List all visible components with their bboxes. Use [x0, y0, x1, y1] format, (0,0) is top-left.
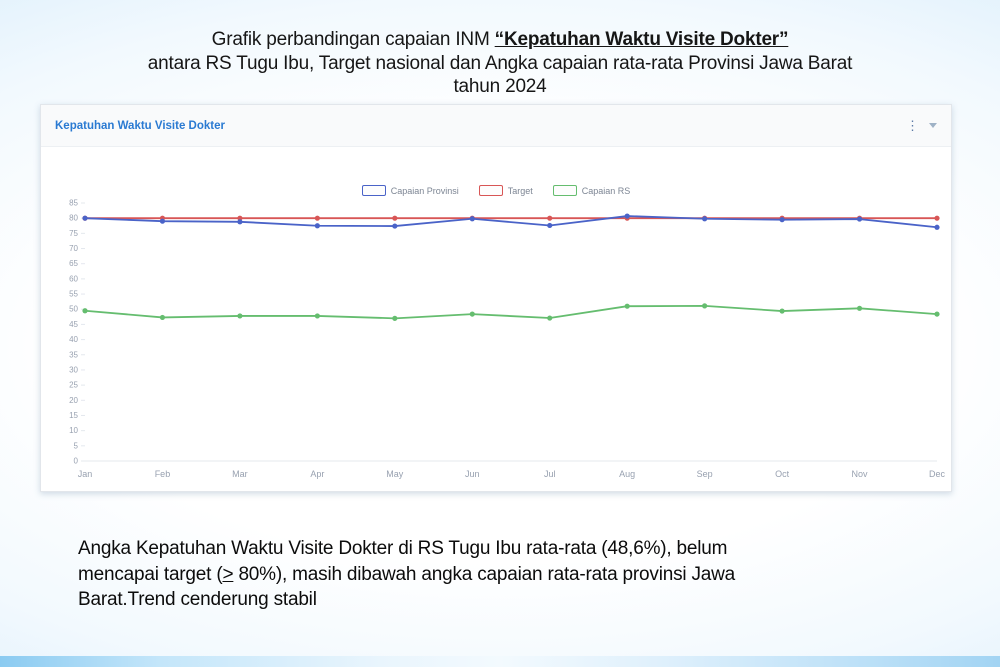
series-point: [82, 308, 88, 314]
note-line2: mencapai target (> 80%), masih dibawah a…: [78, 563, 736, 585]
slide-title-emphasis: “Kepatuhan Waktu Visite Dokter”: [494, 29, 789, 50]
y-axis-label: 20: [69, 396, 78, 405]
y-axis-label: 45: [69, 320, 78, 329]
chart-card-title: Kepatuhan Waktu Visite Dokter: [55, 119, 225, 132]
x-axis-label: Nov: [852, 469, 869, 479]
legend-label: Capaian Provinsi: [390, 185, 459, 196]
legend-item-capaian-rs[interactable]: Capaian RS: [552, 185, 631, 196]
chart-card-header: Kepatuhan Waktu Visite Dokter ⋮: [41, 105, 951, 147]
y-axis-label: 35: [69, 350, 78, 359]
series-point: [934, 311, 940, 317]
y-axis-label: 50: [69, 305, 78, 314]
series-point: [314, 313, 320, 319]
y-axis-label: 5: [74, 441, 79, 450]
x-axis-label: Apr: [310, 469, 324, 479]
series-point: [624, 303, 630, 309]
y-axis-label: 60: [69, 274, 78, 283]
chart-legend: Capaian Provinsi Target Capaian RS: [41, 185, 951, 196]
series-point: [314, 223, 320, 229]
series-point: [82, 215, 88, 221]
y-axis-label: 65: [69, 259, 78, 268]
x-axis-label: Mar: [232, 469, 248, 479]
series-point: [469, 311, 475, 317]
series-point: [237, 313, 243, 319]
x-axis-label: Aug: [619, 469, 635, 479]
y-axis-label: 55: [69, 290, 78, 299]
slide-title-line3: tahun 2024: [453, 76, 547, 97]
legend-item-capaian-provinsi[interactable]: Capaian Provinsi: [361, 185, 459, 196]
y-axis-label: 75: [69, 229, 78, 238]
series-point: [856, 305, 863, 311]
y-axis-label: 70: [69, 244, 78, 253]
y-axis-label: 15: [69, 411, 78, 420]
series-point: [779, 217, 785, 223]
series-point: [469, 216, 475, 222]
chart-card-header-icons: ⋮: [906, 119, 937, 132]
x-axis-label: Jul: [544, 469, 556, 479]
x-axis-label: Oct: [775, 469, 790, 479]
legend-label: Target: [507, 185, 533, 196]
series-point: [702, 303, 708, 309]
series-point: [934, 224, 940, 230]
line-chart: 0 5 10 15 20 25 30 35 40 45 50 55 60 65 70 75 80 85 Jan Feb…: [69, 199, 945, 480]
x-axis-label: Sep: [697, 469, 713, 479]
series-point: [779, 308, 785, 314]
chart-body: Capaian Provinsi Target Capaian RS 0 5 10 15 2…: [41, 147, 951, 491]
x-axis-label: May: [386, 469, 404, 479]
series-point: [392, 215, 398, 221]
gte-symbol: >: [222, 563, 234, 585]
series-point: [392, 315, 398, 321]
slide-note: Angka Kepatuhan Waktu Visite Dokter di R…: [78, 536, 958, 613]
slide-bottom-accent-bar: [0, 656, 1000, 667]
x-axis-label: Feb: [155, 469, 171, 479]
x-axis-label: Jan: [78, 469, 93, 479]
series-line-0: [84, 215, 938, 229]
series-point: [856, 216, 863, 222]
y-axis-label: 85: [69, 199, 78, 208]
series-point: [547, 222, 553, 229]
series-line-2: [84, 304, 938, 320]
series-point: [237, 219, 243, 225]
y-axis-label: 80: [69, 214, 78, 223]
legend-swatch: [478, 185, 503, 196]
kebab-menu-icon[interactable]: ⋮: [906, 118, 919, 133]
x-axis-label: Dec: [929, 469, 945, 479]
series-point: [934, 215, 940, 221]
series-point: [237, 215, 243, 221]
legend-swatch: [361, 185, 386, 196]
slide-title: Grafik perbandingan capaian INM “Kepatuh…: [0, 28, 1000, 99]
series-point: [624, 213, 630, 219]
chart-card: Kepatuhan Waktu Visite Dokter ⋮ Capaian …: [40, 104, 952, 492]
series-point: [547, 315, 553, 321]
legend-swatch: [552, 185, 577, 196]
series-point: [547, 215, 553, 221]
caret-down-icon[interactable]: [929, 123, 937, 128]
series-point: [159, 314, 166, 321]
series-point: [702, 216, 708, 222]
series-point: [314, 215, 320, 221]
legend-label: Capaian RS: [581, 185, 631, 196]
y-axis-label: 40: [69, 335, 78, 344]
slide-title-line2: antara RS Tugu Ibu, Target nasional dan …: [147, 52, 853, 74]
note-line1: Angka Kepatuhan Waktu Visite Dokter di R…: [78, 538, 728, 559]
legend-item-target[interactable]: Target: [478, 185, 533, 196]
y-axis-label: 10: [69, 426, 78, 435]
note-line3: Barat.Trend cenderung stabil: [78, 589, 317, 610]
y-axis-label: 30: [69, 365, 78, 374]
slide-title-line1: Grafik perbandingan capaian INM “Kepatuh…: [211, 29, 789, 50]
series-point: [392, 223, 398, 229]
series-point: [159, 218, 166, 224]
y-axis-label: 0: [74, 457, 79, 466]
x-axis-label: Jun: [465, 469, 480, 479]
y-axis-label: 25: [69, 381, 78, 390]
